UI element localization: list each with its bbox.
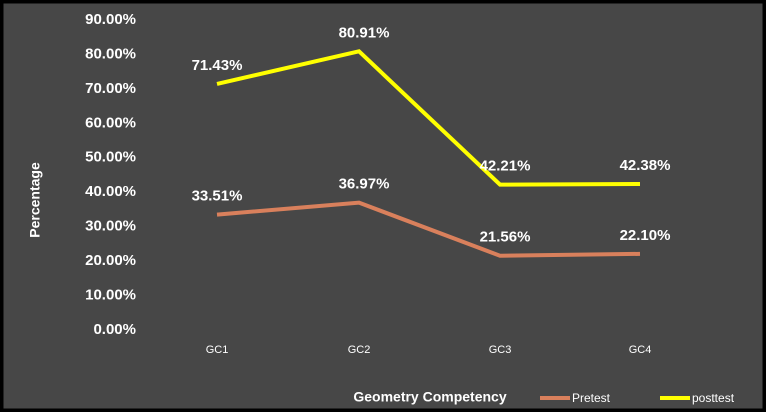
data-label: 22.10%	[620, 227, 671, 244]
y-axis-title: Percentage	[27, 162, 43, 238]
line	[216, 49, 641, 187]
legend-label: Pretest	[572, 391, 611, 405]
y-tick-label: 30.00%	[85, 218, 136, 235]
y-tick-label: 90.00%	[85, 11, 136, 28]
data-label: 36.97%	[339, 176, 390, 193]
y-tick-label: 50.00%	[85, 149, 136, 166]
x-tick-label: GC1	[206, 344, 229, 356]
line	[216, 200, 641, 258]
legend-label: posttest	[692, 391, 735, 405]
data-label: 42.38%	[620, 157, 671, 174]
x-tick-label: GC4	[629, 344, 652, 356]
x-tick-label: GC3	[489, 344, 512, 356]
y-tick-label: 80.00%	[85, 45, 136, 62]
y-tick-label: 0.00%	[93, 321, 136, 338]
y-tick-label: 20.00%	[85, 252, 136, 269]
data-label: 42.21%	[480, 158, 531, 175]
data-label: 33.51%	[192, 188, 243, 205]
y-tick-label: 10.00%	[85, 287, 136, 304]
y-tick-label: 70.00%	[85, 80, 136, 97]
x-axis-title: Geometry Competency	[353, 389, 506, 405]
x-tick-label: GC2	[348, 344, 371, 356]
data-label: 80.91%	[339, 24, 390, 41]
data-label: 71.43%	[192, 57, 243, 74]
y-tick-label: 60.00%	[85, 114, 136, 131]
y-tick-label: 40.00%	[85, 183, 136, 200]
data-label: 21.56%	[480, 229, 531, 246]
